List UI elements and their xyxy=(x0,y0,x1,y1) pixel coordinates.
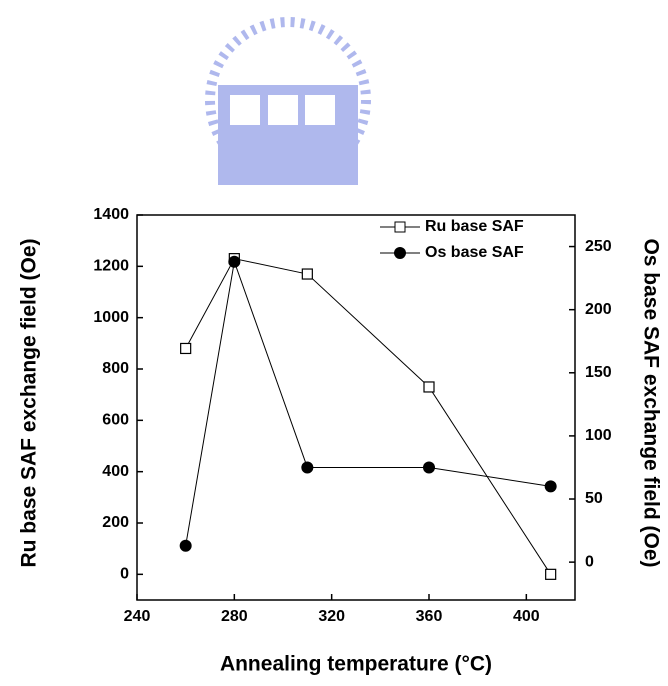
y-tick-label: 600 xyxy=(102,412,129,429)
legend-marker xyxy=(394,247,406,259)
watermark-logo xyxy=(210,22,366,185)
y2-tick-label: 250 xyxy=(585,238,612,255)
y2-tick-label: 200 xyxy=(585,301,612,318)
marker xyxy=(301,461,313,473)
y2-axis-label: Os base SAF exchange field (Oe) xyxy=(639,238,662,567)
y-tick-label: 0 xyxy=(120,566,129,583)
legend-label: Ru base SAF xyxy=(425,218,524,235)
y-tick-label: 1200 xyxy=(93,258,129,275)
marker xyxy=(180,540,192,552)
x-tick-label: 320 xyxy=(318,608,345,625)
x-tick-label: 400 xyxy=(513,608,540,625)
plot-frame xyxy=(137,215,575,600)
y-axis-label: Ru base SAF exchange field (Oe) xyxy=(18,238,41,567)
legend-marker xyxy=(395,222,405,232)
series-line xyxy=(186,259,551,575)
y2-tick-label: 100 xyxy=(585,427,612,444)
x-tick-label: 360 xyxy=(416,608,443,625)
chart: Annealing temperature (°C) Ru base SAF e… xyxy=(0,0,668,686)
y2-tick-label: 0 xyxy=(585,553,594,570)
y2-tick-label: 150 xyxy=(585,364,612,381)
y-tick-label: 1000 xyxy=(93,309,129,326)
marker xyxy=(181,343,191,353)
y-tick-label: 400 xyxy=(102,463,129,480)
y2-tick-label: 50 xyxy=(585,490,603,507)
x-tick-label: 240 xyxy=(124,608,151,625)
marker xyxy=(545,480,557,492)
y-tick-label: 200 xyxy=(102,514,129,531)
marker xyxy=(423,461,435,473)
marker xyxy=(302,269,312,279)
series-line xyxy=(186,262,551,546)
x-axis-label: Annealing temperature (°C) xyxy=(220,653,492,676)
legend-label: Os base SAF xyxy=(425,244,524,261)
y-tick-label: 800 xyxy=(102,360,129,377)
marker xyxy=(424,382,434,392)
x-tick-label: 280 xyxy=(221,608,248,625)
marker xyxy=(546,569,556,579)
y-tick-label: 1400 xyxy=(93,206,129,223)
marker xyxy=(228,256,240,268)
